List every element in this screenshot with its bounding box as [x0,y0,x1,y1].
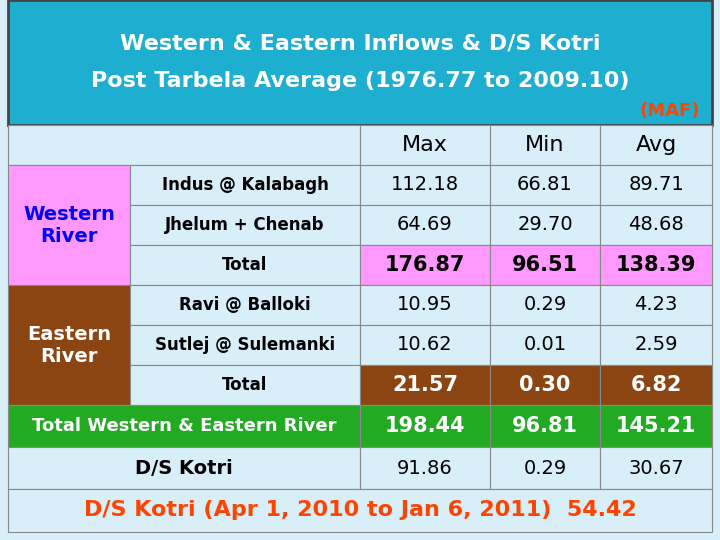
Bar [8,405,360,447]
Bar [130,165,360,205]
Bar [600,405,712,447]
Text: 96.51: 96.51 [512,255,578,275]
Bar [360,365,490,405]
Text: 10.95: 10.95 [397,295,453,314]
Text: 0.29: 0.29 [523,295,567,314]
Text: 2.59: 2.59 [634,335,678,354]
Bar [490,325,600,365]
Bar [8,447,360,489]
Bar [8,125,360,165]
Bar [360,447,490,489]
Text: 4.23: 4.23 [634,295,678,314]
Bar [600,365,712,405]
Text: 89.71: 89.71 [628,176,684,194]
Text: Ravi @ Balloki: Ravi @ Balloki [179,296,311,314]
Bar [8,489,712,532]
Bar [600,205,712,245]
Text: Min: Min [526,135,564,155]
Text: Sutlej @ Sulemanki: Sutlej @ Sulemanki [155,336,335,354]
Text: (MAF): (MAF) [639,102,700,120]
Bar [600,285,712,325]
Text: Indus @ Kalabagh: Indus @ Kalabagh [161,176,328,194]
Bar [360,125,490,165]
Bar [8,165,130,285]
Bar [490,405,600,447]
Text: Avg: Avg [635,135,677,155]
Text: D/S Kotri: D/S Kotri [135,458,233,477]
Text: 0.30: 0.30 [519,375,571,395]
Text: 112.18: 112.18 [391,176,459,194]
Text: Post Tarbela Average (1976.77 to 2009.10): Post Tarbela Average (1976.77 to 2009.10… [91,71,629,91]
Bar [130,245,360,285]
Bar [600,447,712,489]
Bar [360,405,490,447]
Text: 21.57: 21.57 [392,375,458,395]
Text: Jhelum + Chenab: Jhelum + Chenab [166,216,325,234]
Text: 29.70: 29.70 [517,215,573,234]
Text: Max: Max [402,135,448,155]
Text: Western
River: Western River [23,205,115,246]
Bar [600,165,712,205]
Text: 96.81: 96.81 [512,416,578,436]
Bar [490,125,600,165]
Bar [130,365,360,405]
Bar [490,205,600,245]
Bar [490,285,600,325]
Bar [8,0,712,125]
Text: 0.29: 0.29 [523,458,567,477]
Bar [490,245,600,285]
Text: 91.86: 91.86 [397,458,453,477]
Bar [490,447,600,489]
Bar [360,285,490,325]
Text: Eastern
River: Eastern River [27,325,111,366]
Bar [360,165,490,205]
Bar [360,245,490,285]
Text: Western & Eastern Inflows & D/S Kotri: Western & Eastern Inflows & D/S Kotri [120,33,600,54]
Text: 198.44: 198.44 [384,416,465,436]
Text: 6.82: 6.82 [630,375,682,395]
Text: 66.81: 66.81 [517,176,573,194]
Text: Total: Total [222,256,268,274]
Bar [360,205,490,245]
Bar [130,285,360,325]
Bar [490,365,600,405]
Text: 138.39: 138.39 [616,255,696,275]
Text: 10.62: 10.62 [397,335,453,354]
Text: 176.87: 176.87 [384,255,465,275]
Bar [490,165,600,205]
Text: D/S Kotri (Apr 1, 2010 to Jan 6, 2011)  54.42: D/S Kotri (Apr 1, 2010 to Jan 6, 2011) 5… [84,501,636,521]
Bar [600,325,712,365]
Bar [600,245,712,285]
Text: Total Western & Eastern River: Total Western & Eastern River [32,417,336,435]
Bar [600,125,712,165]
Text: 30.67: 30.67 [628,458,684,477]
Text: 145.21: 145.21 [616,416,696,436]
Text: Total: Total [222,376,268,394]
Bar [130,205,360,245]
Text: 64.69: 64.69 [397,215,453,234]
Text: 0.01: 0.01 [523,335,567,354]
Bar [130,325,360,365]
Bar [8,285,130,405]
Text: 48.68: 48.68 [628,215,684,234]
Bar [360,325,490,365]
